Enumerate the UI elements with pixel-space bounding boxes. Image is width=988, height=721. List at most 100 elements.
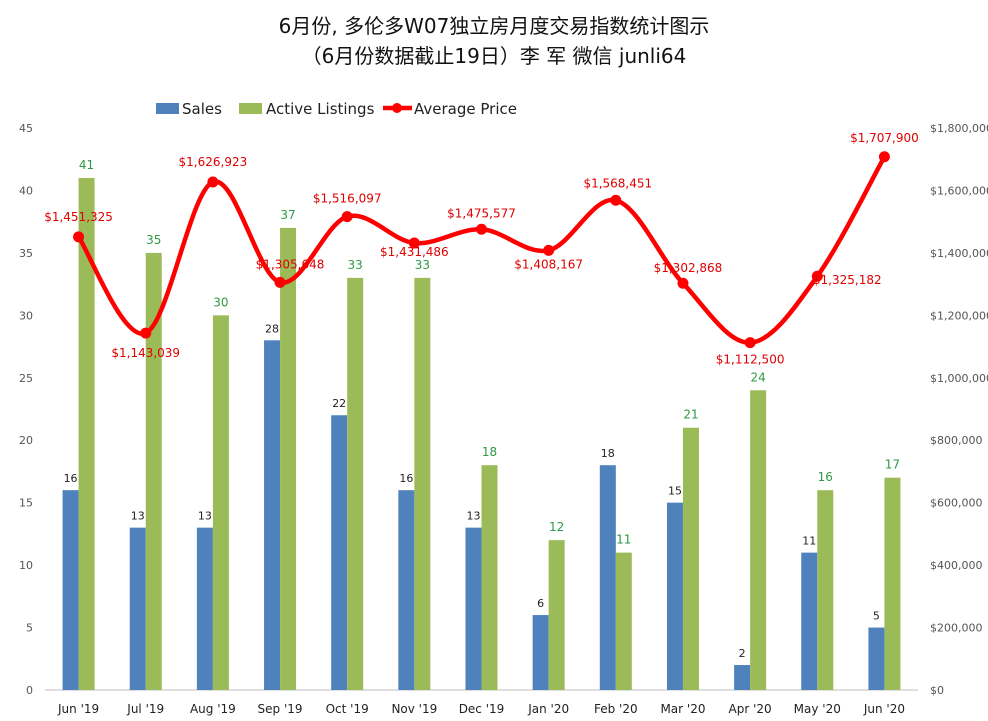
- listings-data-label: 41: [79, 158, 94, 172]
- chart-subtitle: （6月份数据截止19日）李 军 微信 junli64: [301, 44, 687, 68]
- average-price-data-label: $1,143,039: [111, 346, 180, 360]
- x-tick-label: Jan '20: [527, 702, 569, 716]
- average-price-data-label: $1,305,648: [256, 257, 325, 271]
- listings-data-label: 18: [482, 445, 497, 459]
- listings-data-label: 30: [213, 295, 228, 309]
- y-left-tick-label: 15: [19, 497, 33, 510]
- legend-sales-label: Sales: [182, 100, 222, 118]
- y-right-tick-label: $600,000: [930, 497, 983, 510]
- average-price-point: [610, 194, 622, 206]
- average-price-data-label: $1,408,167: [514, 257, 583, 271]
- listings-bar: [615, 552, 632, 690]
- listings-data-label: 11: [616, 533, 631, 547]
- average-price-data-label: $1,516,097: [313, 192, 382, 206]
- y-left-tick-label: 40: [19, 184, 33, 197]
- sales-bar: [532, 615, 549, 690]
- average-price-line: [76, 155, 887, 345]
- y-right-tick-label: $1,200,000: [930, 309, 988, 322]
- average-price-point: [476, 223, 487, 235]
- sales-data-label: 18: [601, 447, 615, 460]
- sales-data-label: 5: [873, 610, 880, 623]
- y-right-tick-label: $0: [930, 684, 944, 697]
- y-left-tick-label: 0: [26, 684, 33, 697]
- average-price-point: [207, 176, 219, 188]
- y-left-tick-label: 30: [19, 309, 33, 322]
- legend-price-label: Average Price: [414, 100, 517, 118]
- average-price-data-label: $1,112,500: [716, 353, 785, 367]
- listings-data-label: 33: [415, 258, 430, 272]
- average-price-point: [744, 337, 756, 349]
- sales-bar: [62, 490, 79, 690]
- listings-bar: [750, 390, 767, 690]
- average-price-point: [811, 270, 823, 282]
- sales-bar: [196, 527, 213, 690]
- x-tick-label: Feb '20: [594, 702, 638, 716]
- legend-price-swatch-point: [392, 103, 402, 113]
- average-price-point: [677, 277, 689, 289]
- listings-data-label: 16: [818, 470, 833, 484]
- sales-data-label: 28: [265, 322, 279, 335]
- listings-bar: [817, 490, 834, 690]
- sales-data-label: 22: [332, 397, 346, 410]
- average-price-data-label: $1,707,900: [850, 131, 919, 145]
- average-price-point: [73, 231, 85, 243]
- average-price-point: [543, 244, 555, 256]
- x-tick-label: Dec '19: [459, 702, 505, 716]
- average-price-data-label: $1,451,325: [44, 210, 113, 224]
- sales-data-label: 2: [739, 647, 746, 660]
- sales-bar: [868, 627, 885, 690]
- chart-title: 6月份, 多伦多W07独立房月度交易指数统计图示: [278, 14, 710, 38]
- sales-bar: [465, 527, 482, 690]
- y-right-tick-label: $1,000,000: [930, 372, 988, 385]
- listings-bar: [280, 227, 297, 690]
- average-price-point: [878, 151, 890, 163]
- sales-data-label: 13: [131, 510, 145, 523]
- average-price-point: [274, 276, 286, 288]
- legend-listings-swatch: [239, 103, 262, 114]
- average-price-point: [408, 237, 420, 249]
- sales-bar: [734, 665, 751, 690]
- sales-bar: [264, 340, 281, 690]
- y-right-tick-label: $1,600,000: [930, 184, 988, 197]
- listings-data-label: 17: [885, 458, 900, 472]
- sales-bar: [801, 552, 818, 690]
- listings-data-label: 33: [348, 258, 363, 272]
- x-tick-label: Oct '19: [326, 702, 369, 716]
- x-tick-label: Jul '19: [126, 702, 164, 716]
- y-right-tick-label: $1,400,000: [930, 247, 988, 260]
- listings-data-label: 21: [683, 408, 698, 422]
- sales-data-label: 6: [537, 597, 544, 610]
- listings-bar: [212, 315, 229, 690]
- x-tick-label: Sep '19: [258, 702, 303, 716]
- listings-data-label: 35: [146, 233, 161, 247]
- sales-bar: [129, 527, 146, 690]
- sales-data-label: 16: [399, 472, 413, 485]
- listings-bar: [414, 277, 431, 690]
- listings-data-label: 37: [280, 208, 295, 222]
- y-right-tick-label: $400,000: [930, 559, 983, 572]
- listings-bar: [682, 427, 699, 690]
- listings-data-label: 12: [549, 520, 564, 534]
- legend-listings-label: Active Listings: [266, 100, 375, 118]
- listings-bar: [481, 465, 498, 690]
- legend-sales-swatch: [156, 103, 179, 114]
- sales-bar: [398, 490, 415, 690]
- sales-data-label: 13: [198, 510, 212, 523]
- y-left-tick-label: 25: [19, 372, 33, 385]
- listings-bar: [78, 177, 95, 690]
- y-left-tick-label: 20: [19, 434, 33, 447]
- y-right-tick-label: $800,000: [930, 434, 983, 447]
- listings-bar: [548, 540, 565, 690]
- x-tick-label: Nov '19: [391, 702, 437, 716]
- y-left-tick-label: 45: [19, 122, 33, 135]
- average-price-point: [140, 327, 152, 339]
- average-price-data-label: $1,325,182: [813, 273, 882, 287]
- x-tick-label: Apr '20: [729, 702, 772, 716]
- y-right-tick-label: $1,800,000: [930, 122, 988, 135]
- average-price-data-label: $1,475,577: [447, 206, 516, 220]
- sales-data-label: 15: [668, 485, 682, 498]
- y-right-tick-label: $200,000: [930, 622, 983, 635]
- y-left-tick-label: 35: [19, 247, 33, 260]
- listings-bar: [347, 277, 364, 690]
